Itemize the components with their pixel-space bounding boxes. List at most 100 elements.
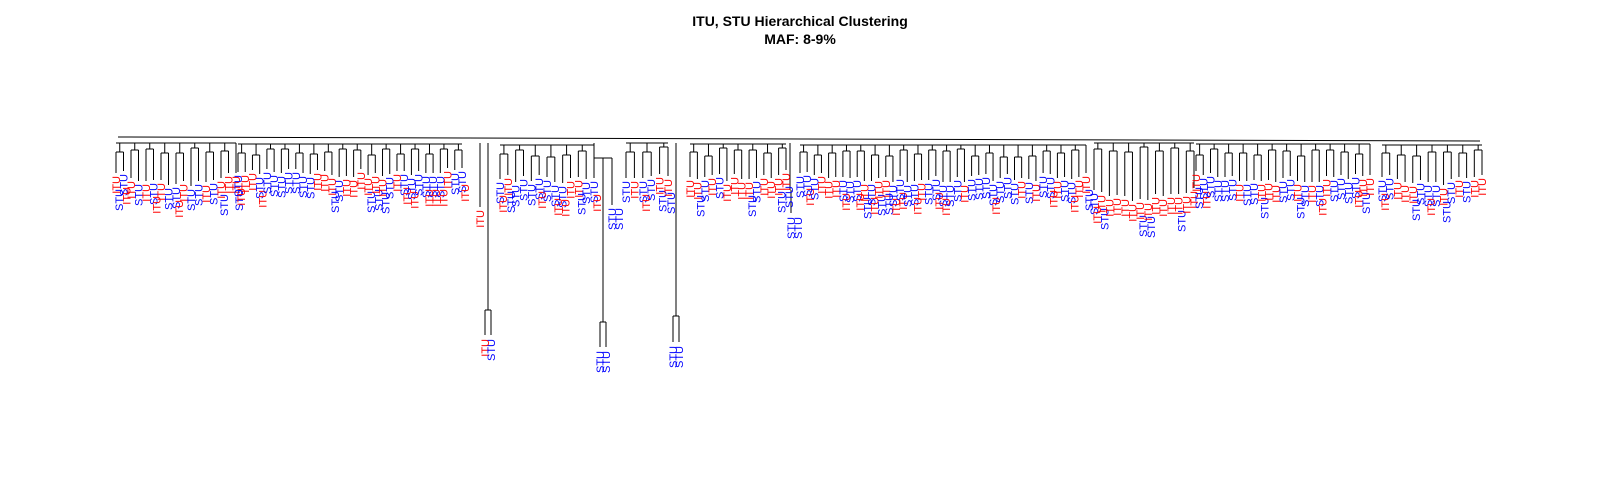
leaf-label-stu: STU: [751, 181, 763, 203]
leaf-label-stu: STU: [658, 190, 670, 212]
leaf-label-stu: STU: [234, 189, 246, 211]
leaf-label-itu: ITU: [1127, 204, 1139, 222]
leaf-label-stu: STU: [330, 191, 342, 213]
leaf-label-itu: ITU: [655, 177, 667, 195]
leaf-label-itu: ITU: [1307, 185, 1319, 203]
leaf-label-stu: STU: [511, 185, 523, 207]
dendrogram-branches: [115, 136, 1483, 347]
leaf-label-itu: ITU: [874, 181, 886, 199]
leaf-label-stu: STU: [1213, 180, 1225, 202]
leaf-label-stu: STU: [298, 176, 310, 198]
leaf-label-itu: ITU: [685, 180, 697, 198]
leaf-label-stu: STU: [1278, 181, 1290, 203]
leaf-label-itu: ITU: [503, 178, 515, 196]
leaf-label-stu: STU: [534, 178, 546, 200]
leaf-label-stu: STU: [1138, 215, 1150, 237]
leaf-label-itu: ITU: [959, 185, 971, 203]
leaf-label-itu: ITU: [431, 189, 443, 207]
leaf-label-itu: ITU: [1174, 197, 1186, 215]
leaf-label-itu: ITU: [216, 181, 228, 199]
leaf-label-stu: STU: [457, 171, 469, 193]
leaf-label-itu: ITU: [1081, 176, 1093, 194]
leaf-label-stu: STU: [406, 178, 418, 200]
leaf-label-stu: STU: [1314, 185, 1326, 207]
leaf-label-itu: ITU: [592, 194, 604, 212]
leaf-label-itu: ITU: [766, 181, 778, 199]
leaf-label-stu: STU: [909, 184, 921, 206]
leaf-label-stu: STU: [519, 179, 531, 201]
leaf-label-stu: STU: [269, 175, 281, 197]
leaf-label-itu: ITU: [855, 193, 867, 211]
leaf-label-stu: STU: [638, 181, 650, 203]
leaf-label-itu: ITU: [898, 192, 910, 210]
leaf-label-stu: STU: [209, 183, 221, 205]
leaf-label-stu: STU: [1024, 182, 1036, 204]
leaf-label-itu: ITU: [460, 184, 472, 202]
leaf-label-itu: ITU: [641, 194, 653, 212]
leaf-label-itu: ITU: [201, 185, 213, 203]
leaf-label-stu: STU: [1146, 216, 1158, 238]
leaf-label-stu: STU: [581, 182, 593, 204]
leaf-label-itu: ITU: [1158, 199, 1170, 217]
leaf-label-itu: ITU: [1031, 184, 1043, 202]
leaf-label-itu: ITU: [722, 184, 734, 202]
leaf-label-itu: ITU: [1317, 198, 1329, 216]
leaf-label-stu: STU: [1423, 185, 1435, 207]
leaf-label-stu: STU: [526, 184, 538, 206]
leaf-label-stu: STU: [931, 179, 943, 201]
leaf-label-itu: ITU: [1426, 198, 1438, 216]
leaf-label-itu: ITU: [841, 193, 853, 211]
leaf-label-itu: ITU: [1070, 195, 1082, 213]
leaf-label-itu: ITU: [859, 184, 871, 202]
leaf-label-itu: ITU: [156, 183, 168, 201]
leaf-label-stu: STU: [576, 193, 588, 215]
leaf-label-stu: STU: [119, 174, 131, 196]
leaf-label-itu: ITU: [1400, 185, 1412, 203]
leaf-label-itu: ITU: [941, 198, 953, 216]
leaf-label-itu: ITU: [236, 188, 248, 206]
leaf-label-stu: STU: [414, 174, 426, 196]
leaf-label-itu: ITU: [891, 198, 903, 216]
leaf-label-itu: ITU: [320, 174, 332, 192]
leaf-label-stu: STU: [1198, 178, 1210, 200]
leaf-label-stu: STU: [373, 189, 385, 211]
leaf-label-itu: ITU: [1358, 179, 1370, 197]
leaf-label-itu: ITU: [1235, 184, 1247, 202]
leaf-label-stu: STU: [171, 187, 183, 209]
leaf-label-itu: ITU: [561, 199, 573, 217]
leaf-label-itu: ITU: [1365, 178, 1377, 196]
leaf-label-stu: STU: [777, 191, 789, 213]
leaf-label-itu: ITU: [881, 180, 893, 198]
leaf-label-itu: ITU: [781, 173, 793, 191]
leaf-label-stu: STU: [974, 178, 986, 200]
leaf-label-itu: ITU: [1439, 188, 1451, 206]
leaf-label-itu: ITU: [629, 181, 641, 199]
leaf-label-itu: ITU: [409, 191, 421, 209]
leaf-label-itu: ITU: [111, 176, 123, 194]
leaf-label-stu: STU: [305, 177, 317, 199]
leaf-label-stu: STU: [614, 208, 626, 230]
leaf-label-stu: STU: [589, 181, 601, 203]
leaf-label-stu: STU: [924, 183, 936, 205]
leaf-label-itu: ITU: [1454, 180, 1466, 198]
leaf-label-itu: ITU: [1380, 193, 1392, 211]
leaf-label-stu: STU: [845, 181, 857, 203]
leaf-label-itu: ITU: [1120, 199, 1132, 217]
leaf-label-stu: STU: [1462, 181, 1474, 203]
leaf-label-stu: STU: [1220, 180, 1232, 202]
leaf-label-itu: ITU: [312, 173, 324, 191]
leaf-label-stu: STU: [385, 177, 397, 199]
dendrogram-root: [117, 136, 1481, 142]
leaf-label-itu: ITU: [1074, 180, 1086, 198]
leaf-label-stu: STU: [802, 175, 814, 197]
leaf-label-stu: STU: [952, 180, 964, 202]
leaf-label-stu: STU: [695, 195, 707, 217]
leaf-label-stu: STU: [149, 183, 161, 205]
leaf-label-itu: ITU: [174, 200, 186, 218]
leaf-label-itu: ITU: [356, 172, 368, 190]
leaf-label-stu: STU: [945, 185, 957, 207]
leaf-label-stu: STU: [1329, 180, 1341, 202]
leaf-label-itu: ITU: [1048, 190, 1060, 208]
leaf-label-itu: ITU: [1322, 179, 1334, 197]
